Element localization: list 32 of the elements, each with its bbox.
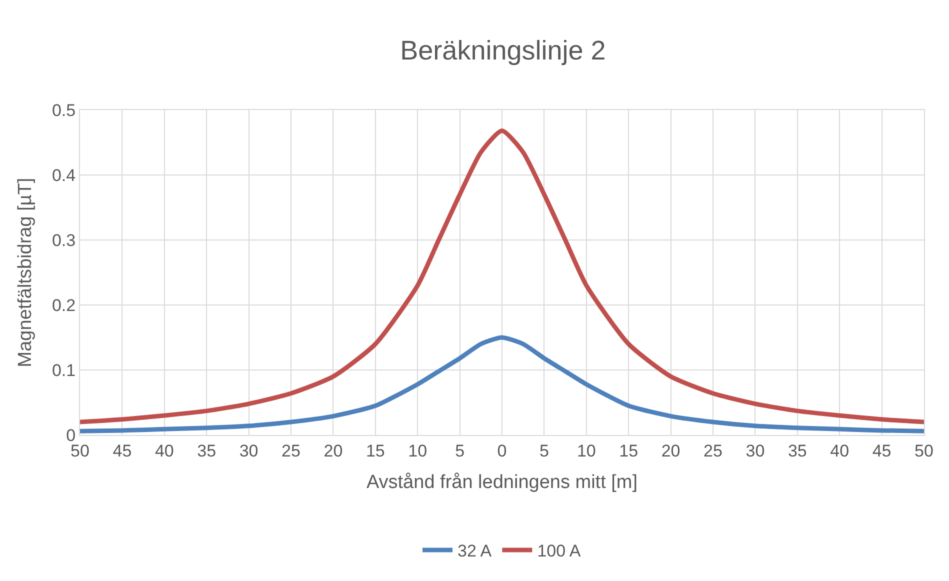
x-tick-label: 0 <box>497 441 507 460</box>
y-tick-label: 0.3 <box>52 230 76 250</box>
legend-label: 100 A <box>537 542 582 561</box>
x-tick-label: 25 <box>704 441 722 460</box>
chart-title: Beräkningslinje 2 <box>400 36 606 66</box>
y-axis-title: Magnetfältsbidrag [µT] <box>14 178 36 368</box>
x-tick-label: 10 <box>576 441 596 460</box>
x-tick-label: 5 <box>455 441 465 460</box>
y-tick-label: 0.4 <box>52 166 76 185</box>
x-tick-label: 30 <box>239 441 258 460</box>
x-tick-label: 15 <box>366 441 385 460</box>
y-tick-label: 0.5 <box>52 100 76 120</box>
x-tick-label: 50 <box>914 441 934 460</box>
x-tick-label: 40 <box>830 441 850 460</box>
x-tick-label: 20 <box>324 441 343 460</box>
line-series <box>80 128 924 424</box>
x-tick-label: 30 <box>746 441 765 460</box>
x-tick-label: 15 <box>619 441 638 460</box>
x-tick-label: 25 <box>282 441 300 460</box>
x-tick-label: 45 <box>872 441 892 460</box>
y-tick-label: 0.1 <box>52 360 76 380</box>
line-series <box>80 335 924 434</box>
x-tick-label: 35 <box>788 441 807 460</box>
x-tick-label: 10 <box>408 441 428 460</box>
x-axis-title: Avstånd från ledningens mitt [m] <box>366 472 638 494</box>
x-tick-label: 20 <box>661 441 680 460</box>
x-tick-label: 40 <box>154 441 174 460</box>
y-tick-label: 0.2 <box>52 296 76 315</box>
legend-label: 32 A <box>458 542 492 561</box>
x-tick-label: 5 <box>539 441 549 460</box>
x-tick-label: 45 <box>112 441 132 460</box>
x-tick-label: 35 <box>197 441 216 460</box>
